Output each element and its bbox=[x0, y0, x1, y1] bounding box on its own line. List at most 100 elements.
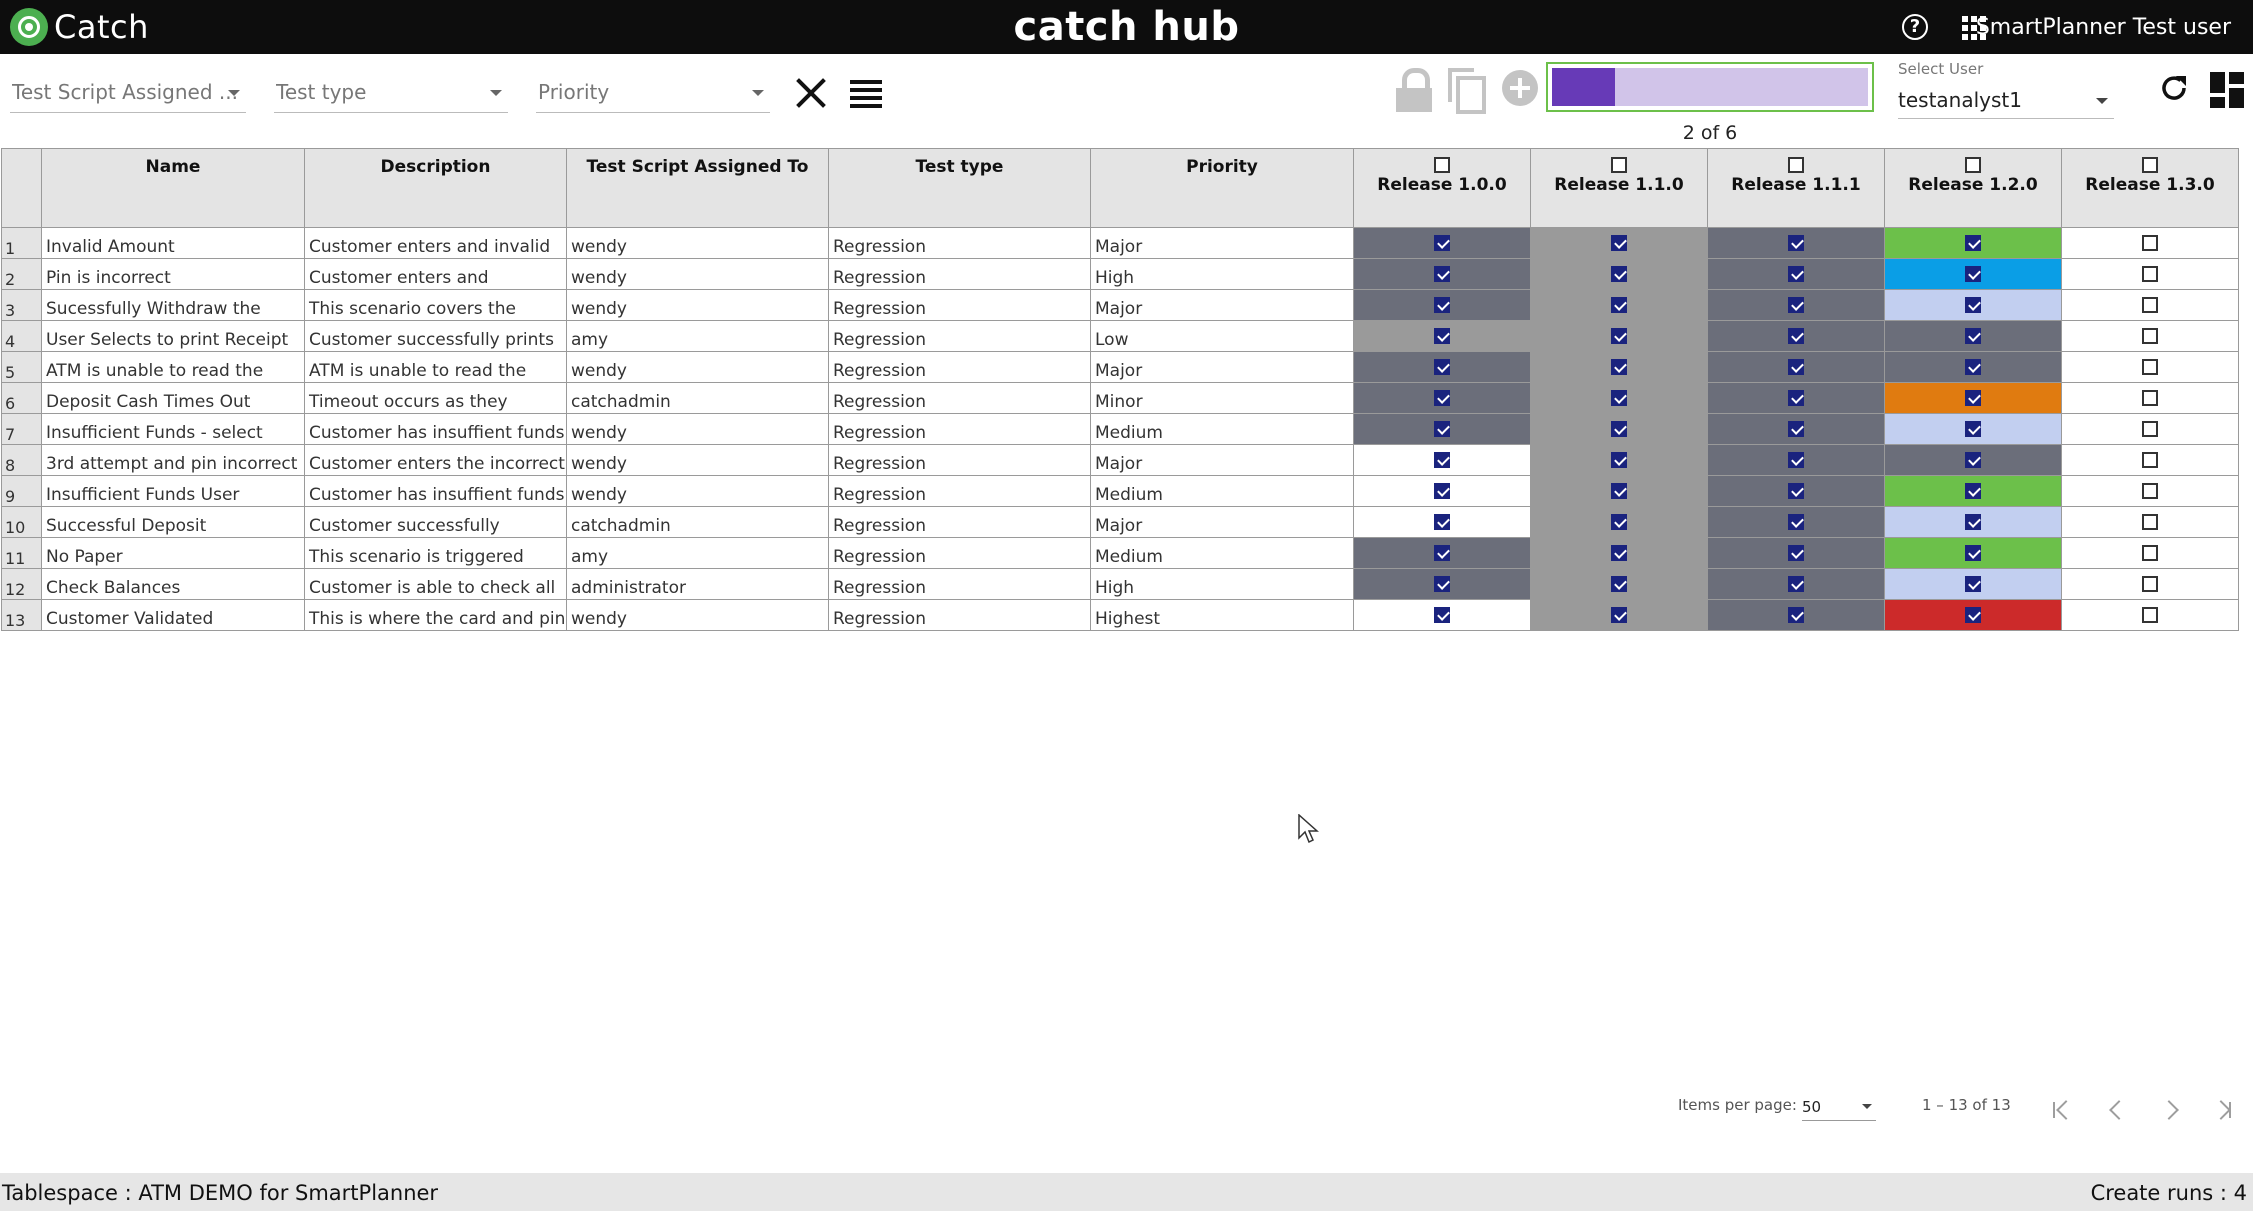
release-checkbox-checked[interactable] bbox=[1611, 607, 1627, 623]
release-checkbox[interactable] bbox=[2142, 607, 2158, 623]
filter-test-script-assigned[interactable]: Test Script Assigned ... bbox=[10, 76, 246, 113]
release-checkbox-checked[interactable] bbox=[1434, 297, 1450, 313]
release-checkbox-checked[interactable] bbox=[1788, 359, 1804, 375]
menu-icon[interactable] bbox=[850, 80, 882, 108]
table-row[interactable]: 11 No Paper This scenario is triggered amy R… bbox=[1, 537, 2239, 569]
release-checkbox-checked[interactable] bbox=[1788, 390, 1804, 406]
table-row[interactable]: 8 3rd attempt and pin incorrect Customer e… bbox=[1, 444, 2239, 476]
column-header-description[interactable]: Description bbox=[304, 148, 567, 228]
clear-filters-icon[interactable] bbox=[794, 76, 828, 110]
release-checkbox-checked[interactable] bbox=[1788, 607, 1804, 623]
release-checkbox[interactable] bbox=[2142, 390, 2158, 406]
release-checkbox-checked[interactable] bbox=[1965, 452, 1981, 468]
release-checkbox-checked[interactable] bbox=[1788, 328, 1804, 344]
release-checkbox[interactable] bbox=[2142, 545, 2158, 561]
release-checkbox-checked[interactable] bbox=[1965, 607, 1981, 623]
release-checkbox-checked[interactable] bbox=[1965, 545, 1981, 561]
add-circle-icon[interactable] bbox=[1502, 70, 1538, 106]
release-checkbox-checked[interactable] bbox=[1434, 545, 1450, 561]
release-checkbox[interactable] bbox=[2142, 328, 2158, 344]
filter-priority[interactable]: Priority bbox=[536, 76, 770, 113]
release-checkbox-checked[interactable] bbox=[1611, 576, 1627, 592]
select-user-dropdown[interactable]: testanalyst1 bbox=[1898, 84, 2114, 119]
select-all-checkbox[interactable] bbox=[1965, 157, 1981, 173]
next-page-button[interactable] bbox=[2158, 1098, 2182, 1122]
release-checkbox-checked[interactable] bbox=[1788, 297, 1804, 313]
release-checkbox-checked[interactable] bbox=[1611, 514, 1627, 530]
column-header-priority[interactable]: Priority bbox=[1090, 148, 1354, 228]
release-checkbox-checked[interactable] bbox=[1434, 421, 1450, 437]
release-checkbox-checked[interactable] bbox=[1611, 390, 1627, 406]
release-checkbox-checked[interactable] bbox=[1611, 545, 1627, 561]
help-circle-icon[interactable]: ? bbox=[1902, 14, 1928, 40]
table-row[interactable]: 10 Successful Deposit Customer successfull… bbox=[1, 506, 2239, 538]
release-checkbox-checked[interactable] bbox=[1434, 359, 1450, 375]
user-name[interactable]: SmartPlanner Test user bbox=[1975, 15, 2231, 40]
last-page-button[interactable] bbox=[2211, 1098, 2236, 1122]
release-checkbox-checked[interactable] bbox=[1788, 235, 1804, 251]
release-checkbox-checked[interactable] bbox=[1965, 421, 1981, 437]
table-row[interactable]: 1 Invalid Amount Customer enters and inval… bbox=[1, 227, 2239, 259]
release-checkbox[interactable] bbox=[2142, 514, 2158, 530]
release-checkbox-checked[interactable] bbox=[1965, 328, 1981, 344]
release-checkbox-checked[interactable] bbox=[1611, 452, 1627, 468]
filter-test-type[interactable]: Test type bbox=[274, 76, 508, 113]
release-checkbox[interactable] bbox=[2142, 359, 2158, 375]
items-per-page-select[interactable]: 50 bbox=[1802, 1096, 1876, 1121]
select-all-checkbox[interactable] bbox=[1788, 157, 1804, 173]
select-all-checkbox[interactable] bbox=[1434, 157, 1450, 173]
release-checkbox-checked[interactable] bbox=[1611, 483, 1627, 499]
release-checkbox-checked[interactable] bbox=[1434, 514, 1450, 530]
release-checkbox-checked[interactable] bbox=[1434, 483, 1450, 499]
table-row[interactable]: 13 Customer Validated This is where the ca… bbox=[1, 599, 2239, 631]
release-checkbox-checked[interactable] bbox=[1434, 266, 1450, 282]
release-checkbox[interactable] bbox=[2142, 483, 2158, 499]
release-checkbox-checked[interactable] bbox=[1788, 576, 1804, 592]
apps-grid-icon[interactable] bbox=[1962, 16, 1986, 40]
dashboard-icon[interactable] bbox=[2210, 72, 2246, 108]
release-checkbox[interactable] bbox=[2142, 576, 2158, 592]
table-row[interactable]: 4 User Selects to print Receipt Customer s… bbox=[1, 320, 2239, 352]
release-checkbox-checked[interactable] bbox=[1788, 266, 1804, 282]
release-checkbox-checked[interactable] bbox=[1788, 483, 1804, 499]
previous-page-button[interactable] bbox=[2104, 1098, 2129, 1122]
column-header-test-type[interactable]: Test type bbox=[828, 148, 1091, 228]
catch-logo[interactable]: Catch bbox=[10, 8, 149, 46]
table-row[interactable]: 5 ATM is unable to read the ATM is unable … bbox=[1, 351, 2239, 383]
copy-icon[interactable] bbox=[1448, 68, 1486, 114]
release-checkbox-checked[interactable] bbox=[1965, 390, 1981, 406]
release-checkbox[interactable] bbox=[2142, 421, 2158, 437]
release-checkbox-checked[interactable] bbox=[1611, 297, 1627, 313]
table-row[interactable]: 2 Pin is incorrect Customer enters and wend… bbox=[1, 258, 2239, 290]
release-checkbox-checked[interactable] bbox=[1611, 421, 1627, 437]
table-row[interactable]: 12 Check Balances Customer is able to chec… bbox=[1, 568, 2239, 600]
select-all-checkbox[interactable] bbox=[1611, 157, 1627, 173]
release-checkbox[interactable] bbox=[2142, 266, 2158, 282]
release-checkbox-checked[interactable] bbox=[1965, 514, 1981, 530]
refresh-icon[interactable] bbox=[2158, 72, 2190, 104]
release-checkbox-checked[interactable] bbox=[1434, 390, 1450, 406]
release-checkbox-checked[interactable] bbox=[1965, 266, 1981, 282]
release-checkbox-checked[interactable] bbox=[1788, 452, 1804, 468]
release-checkbox-checked[interactable] bbox=[1434, 452, 1450, 468]
release-checkbox-checked[interactable] bbox=[1611, 266, 1627, 282]
release-checkbox-checked[interactable] bbox=[1434, 328, 1450, 344]
lock-icon[interactable] bbox=[1396, 68, 1434, 112]
release-checkbox-checked[interactable] bbox=[1611, 328, 1627, 344]
release-checkbox-checked[interactable] bbox=[1611, 359, 1627, 375]
table-row[interactable]: 9 Insufficient Funds User Customer has ins… bbox=[1, 475, 2239, 507]
release-checkbox-checked[interactable] bbox=[1788, 545, 1804, 561]
release-checkbox-checked[interactable] bbox=[1965, 235, 1981, 251]
table-row[interactable]: 3 Sucessfully Withdraw the This scenario c… bbox=[1, 289, 2239, 321]
release-checkbox-checked[interactable] bbox=[1788, 421, 1804, 437]
release-checkbox[interactable] bbox=[2142, 235, 2158, 251]
column-header-name[interactable]: Name bbox=[41, 148, 305, 228]
first-page-button[interactable] bbox=[2050, 1098, 2076, 1122]
release-checkbox[interactable] bbox=[2142, 297, 2158, 313]
release-checkbox[interactable] bbox=[2142, 452, 2158, 468]
release-checkbox-checked[interactable] bbox=[1434, 235, 1450, 251]
release-checkbox-checked[interactable] bbox=[1965, 297, 1981, 313]
table-row[interactable]: 7 Insufficient Funds - select Customer has… bbox=[1, 413, 2239, 445]
table-row[interactable]: 6 Deposit Cash Times Out Timeout occurs as… bbox=[1, 382, 2239, 414]
release-checkbox-checked[interactable] bbox=[1788, 514, 1804, 530]
